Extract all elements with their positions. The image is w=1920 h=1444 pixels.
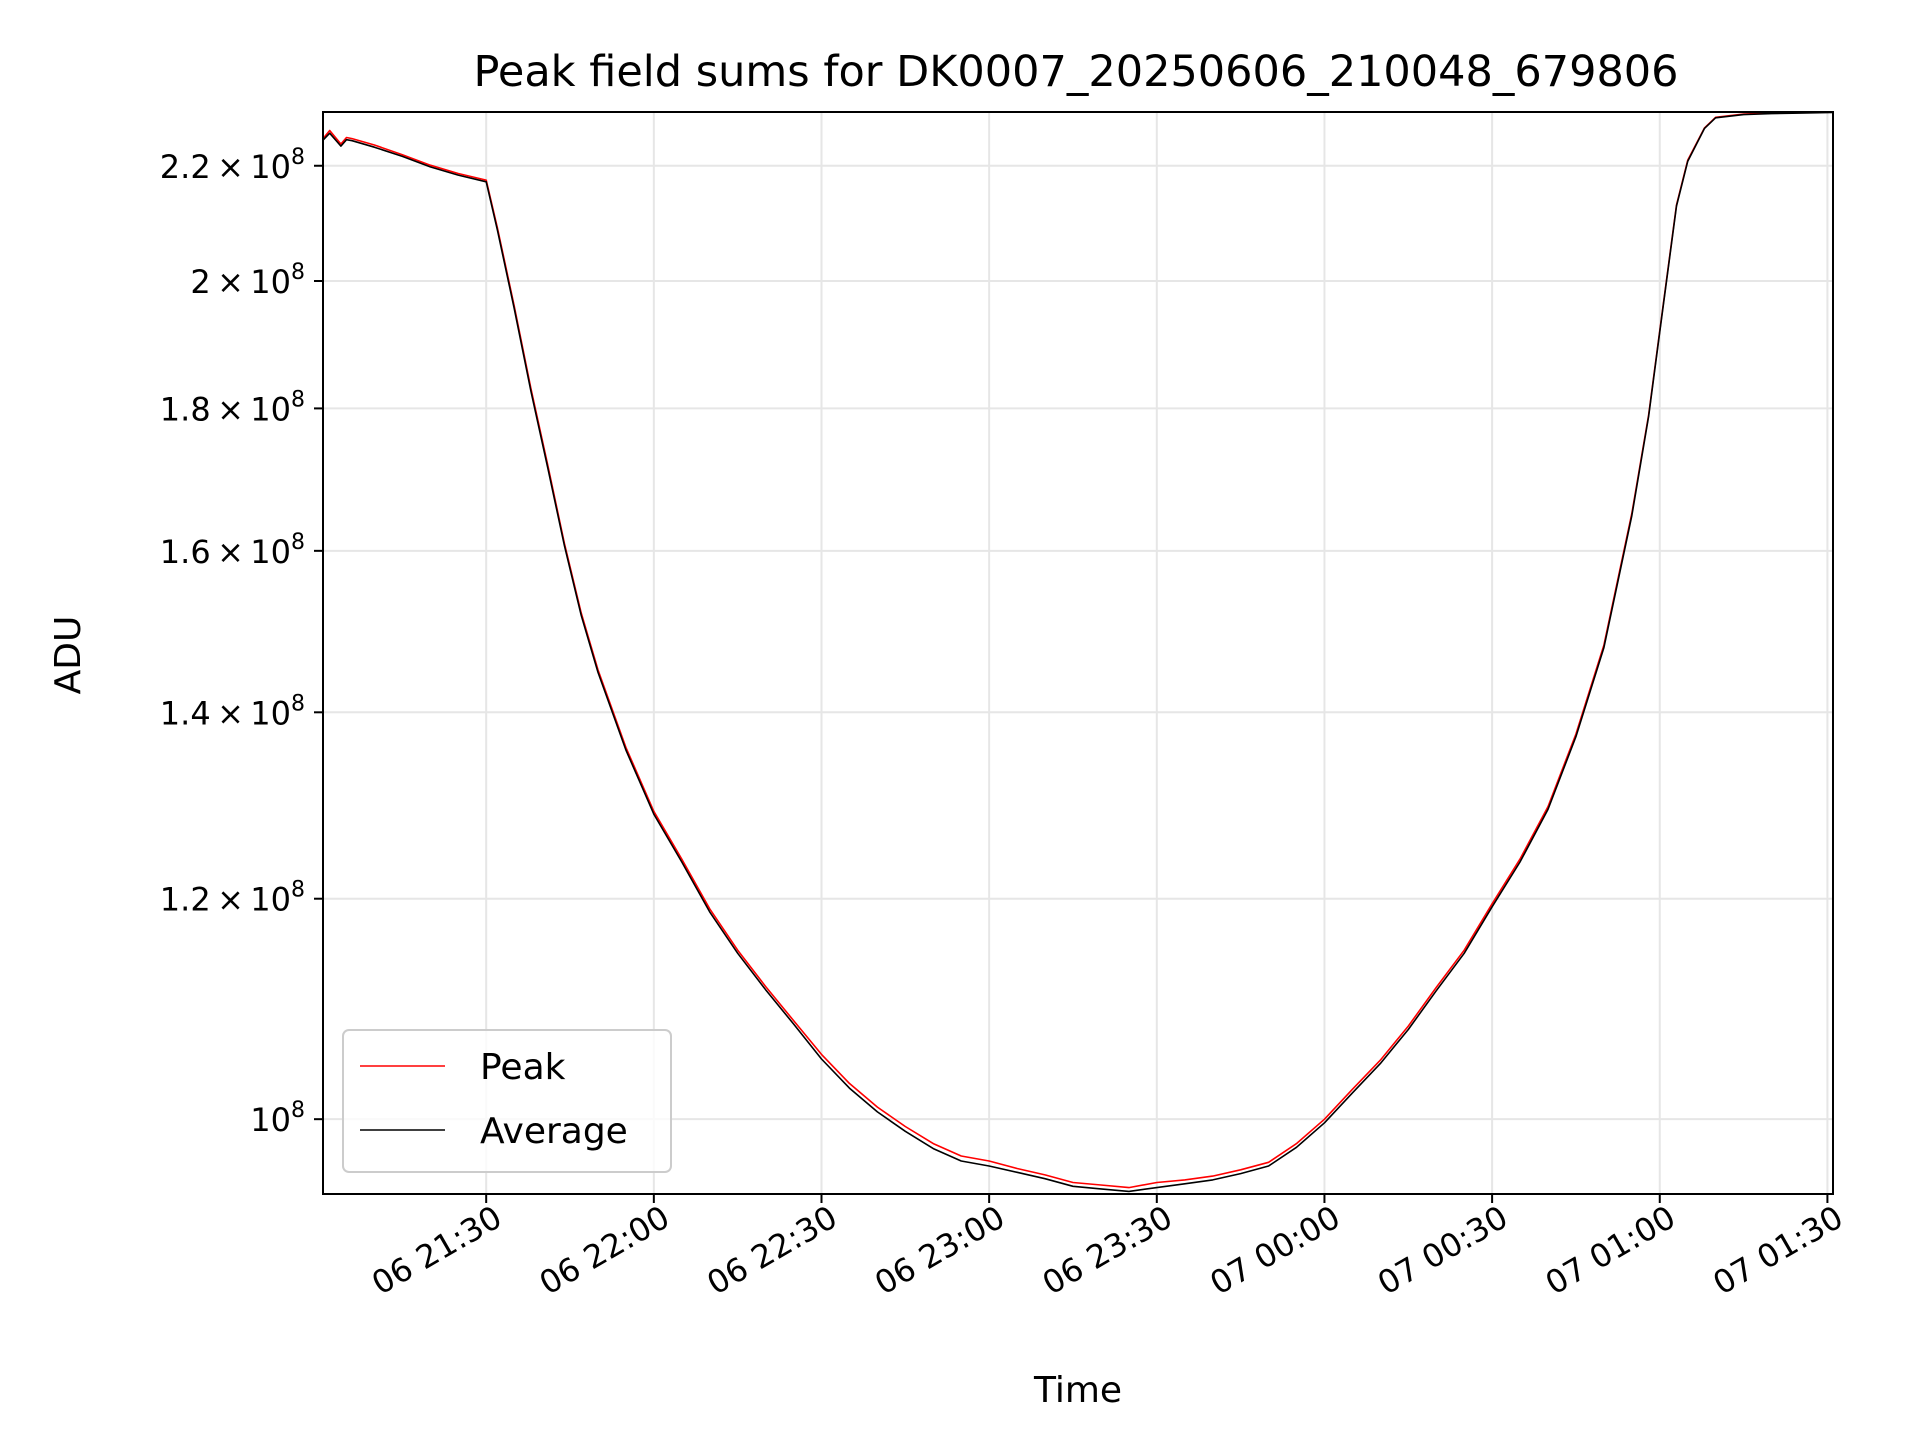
plot-frame [322,111,1834,1195]
legend-label-peak: Peak [480,1047,566,1088]
x-tick-label: 07 00:00 [1204,1198,1347,1302]
series-line-peak [322,111,1834,1189]
x-tick-label: 06 23:00 [868,1198,1011,1302]
y-tick-label: 1.8 × 108 [160,387,305,428]
legend-label-average: Average [480,1111,628,1152]
x-axis-label: Time [1033,1370,1122,1411]
x-tick-label: 06 21:30 [365,1198,508,1302]
y-tick-label: 1.6 × 108 [160,530,305,571]
y-tick-label: 1.2 × 108 [160,878,305,919]
x-tick-label: 07 01:30 [1706,1198,1849,1302]
x-tick-label: 07 01:00 [1539,1198,1682,1302]
y-axis-label: ADU [48,616,89,695]
x-tick-label: 06 23:30 [1036,1198,1179,1302]
y-tick-label: 2 × 108 [190,260,305,301]
legend: Peak Average [342,1029,672,1173]
x-tick-label: 07 00:30 [1371,1198,1514,1302]
y-axis: 108 1.2 × 108 1.4 × 108 1.6 × 108 1.8 × 108 2… [160,145,323,1139]
y-tick-label: 108 [250,1098,305,1139]
y-tick-label: 1.4 × 108 [160,691,305,732]
grid-layer [323,112,1833,1194]
chart-title: Peak field sums for DK0007_20250606_2100… [473,47,1678,97]
series-line-average [322,111,1834,1193]
x-tick-label: 06 22:30 [701,1198,844,1302]
series-layer [322,111,1834,1193]
x-tick-label: 06 22:00 [533,1198,676,1302]
y-tick-label: 2.2 × 108 [160,145,305,186]
x-axis: 06 21:30 06 22:00 06 22:30 06 23:00 06 23:30… [365,1194,1849,1302]
